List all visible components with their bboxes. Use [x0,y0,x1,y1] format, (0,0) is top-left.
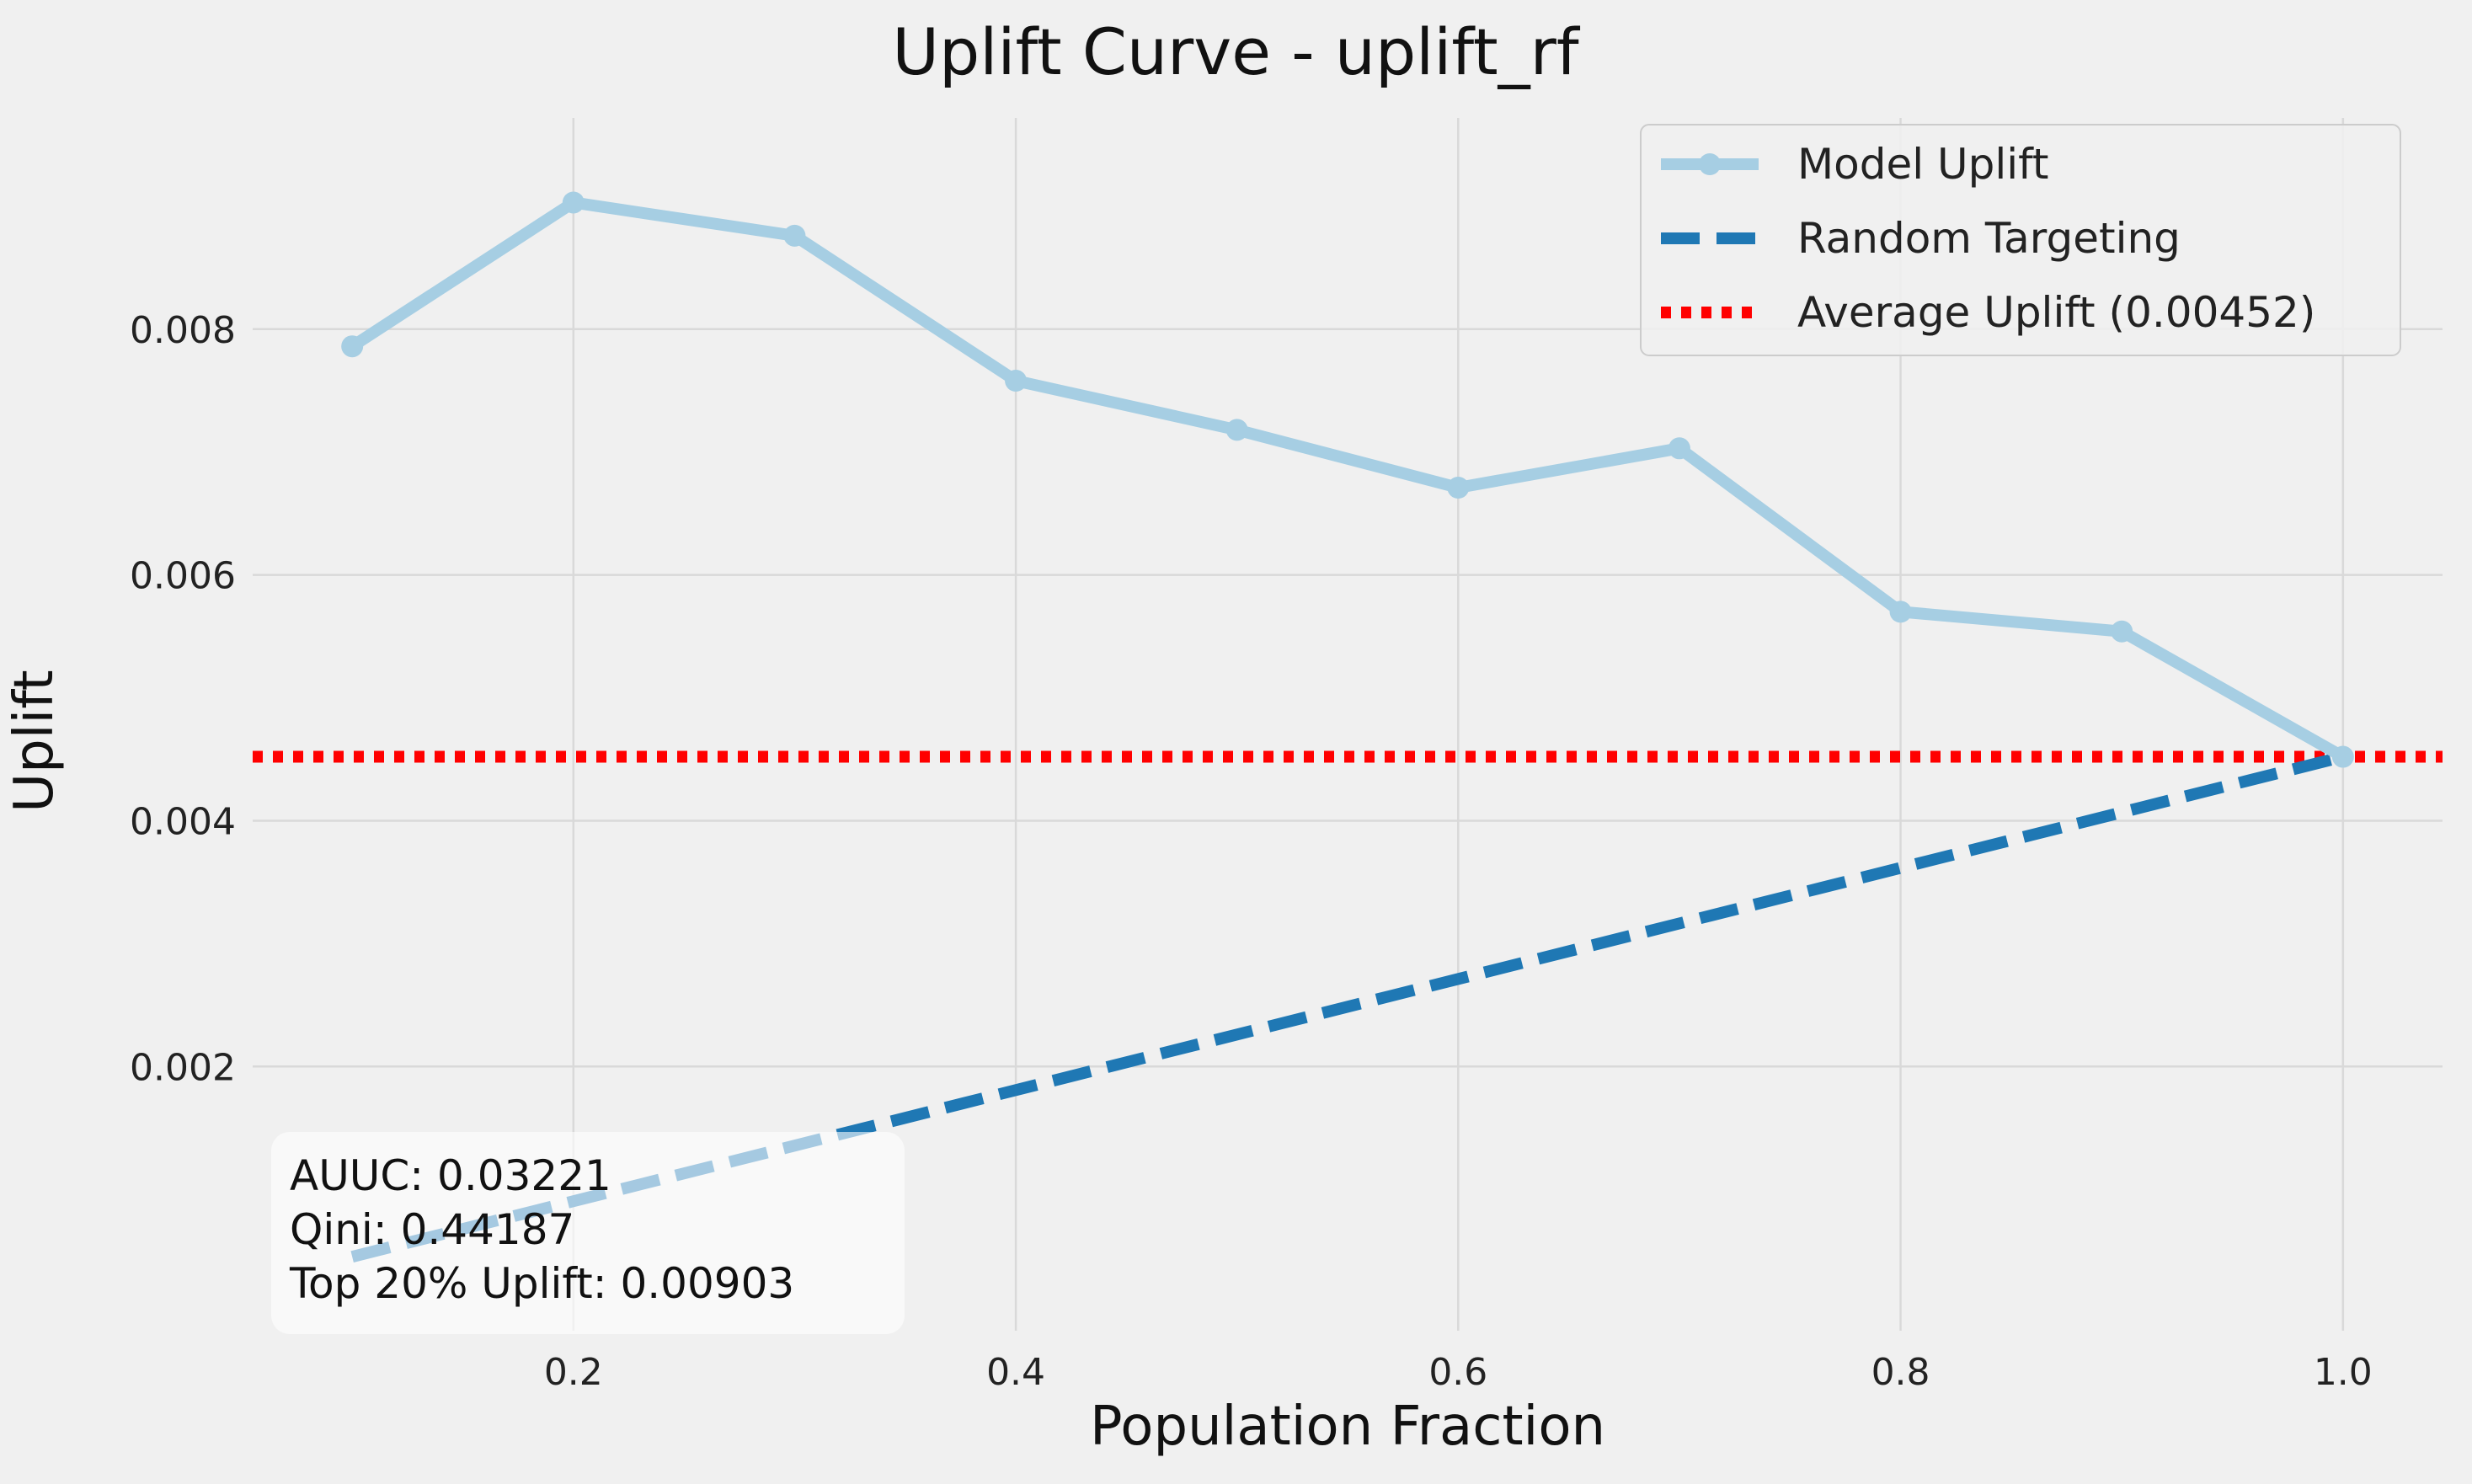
y-tick-label: 0.004 [130,800,236,843]
model-uplift-point [2111,620,2133,643]
x-tick-label: 0.4 [986,1351,1045,1394]
y-axis-label: Uplift [3,670,66,813]
legend-label-average-uplift: Average Uplift (0.00452) [1797,288,2315,337]
model-uplift-point [1889,601,1912,623]
y-axis-ticks: 0.002 0.004 0.006 0.008 [130,309,236,1090]
y-tick-label: 0.006 [130,555,236,598]
annotation-qini: Qini: 0.44187 [290,1205,574,1254]
x-tick-label: 0.8 [1871,1351,1930,1394]
legend-marker-model-uplift [1699,153,1721,175]
legend-label-random-targeting: Random Targeting [1797,214,2181,263]
legend-frame [1640,124,2401,356]
annotation-auuc: AUUC: 0.03221 [290,1151,611,1200]
annotation-top20: Top 20% Uplift: 0.00903 [289,1259,794,1308]
x-axis-label: Population Fraction [1090,1396,1605,1458]
y-tick-label: 0.008 [130,309,236,352]
model-uplift-point [562,191,585,214]
x-tick-label: 1.0 [2314,1351,2373,1394]
model-uplift-point [2331,745,2354,768]
x-axis-ticks: 0.2 0.4 0.6 0.8 1.0 [544,1351,2373,1394]
model-uplift-point [1447,477,1470,499]
model-uplift-point [1668,437,1690,460]
model-uplift-point [783,224,806,247]
metrics-annotation: AUUC: 0.03221 Qini: 0.44187 Top 20% Upli… [271,1132,905,1334]
x-tick-label: 0.2 [544,1351,603,1394]
model-uplift-line [349,196,2347,762]
y-tick-label: 0.002 [130,1046,236,1089]
model-uplift-point [1005,370,1028,392]
legend-label-model-uplift: Model Uplift [1797,140,2048,189]
model-uplift-point [1225,419,1248,441]
model-uplift-point [341,335,364,358]
x-tick-label: 0.6 [1428,1351,1487,1394]
legend: Model Uplift Random Targeting Average Up… [1640,124,2401,356]
annotation-box [271,1132,905,1334]
chart-title: Uplift Curve - uplift_rf [892,14,1581,89]
